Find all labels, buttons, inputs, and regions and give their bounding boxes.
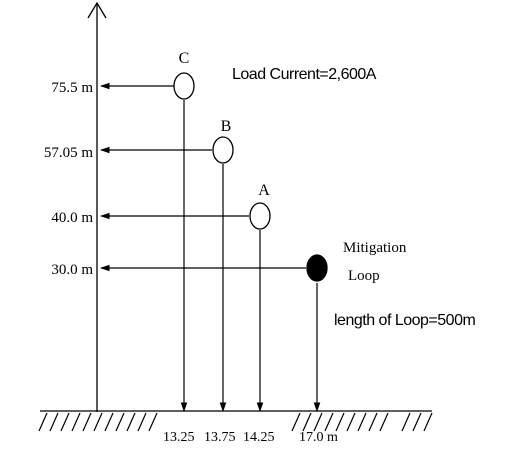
mitigation-loop-icon [306, 254, 328, 282]
hatch-stroke [302, 412, 312, 432]
hatch-stroke [313, 412, 323, 432]
conductor-b-icon [212, 136, 234, 164]
ground-label-c: 13.25 [163, 430, 195, 445]
hatch-stroke [291, 412, 301, 432]
hatch-stroke [357, 412, 367, 432]
mitigation-label-line1: Mitigation [343, 240, 407, 256]
hatch-stroke [49, 412, 59, 432]
hatch-stroke [82, 412, 92, 432]
ground-label-a: 14.25 [243, 430, 275, 445]
ground-label-b: 13.75 [204, 430, 236, 445]
hatch-stroke [148, 412, 158, 432]
hatch-stroke [423, 412, 433, 432]
hatch-stroke [368, 412, 378, 432]
ground-label-loop: 17.0 m [299, 430, 338, 445]
hatch-stroke [335, 412, 345, 432]
hatch-stroke [379, 412, 389, 432]
hatch-stroke [346, 412, 356, 432]
hatch-stroke [126, 412, 136, 432]
axis-arrow-icon [87, 1, 107, 19]
height-label-loop: 30.0 m [51, 262, 93, 278]
hatch-stroke [137, 412, 147, 432]
hatch-stroke [401, 412, 411, 432]
conductor-b-label: B [221, 118, 232, 135]
height-label-c: 75.5 m [51, 80, 93, 96]
hatch-stroke [412, 412, 422, 432]
conductor-a-icon [249, 202, 271, 230]
loop-length-label: length of Loop=500m [334, 312, 475, 329]
hatch-stroke [71, 412, 81, 432]
hatch-stroke [104, 412, 114, 432]
hatch-stroke [38, 412, 48, 432]
load-current-label: Load Current=2,600A [232, 66, 377, 83]
height-label-b: 57.05 m [44, 145, 94, 161]
height-label-a: 40.0 m [51, 210, 93, 226]
hatch-stroke [324, 412, 334, 432]
hatch-stroke [115, 412, 125, 432]
hatch-stroke [60, 412, 70, 432]
ground-hatching [38, 412, 433, 432]
hatch-stroke [93, 412, 103, 432]
mitigation-label-line2: Loop [348, 268, 380, 284]
conductor-a-label: A [258, 182, 270, 199]
conductor-c-label: C [179, 50, 190, 67]
conductor-c-icon [173, 72, 195, 100]
